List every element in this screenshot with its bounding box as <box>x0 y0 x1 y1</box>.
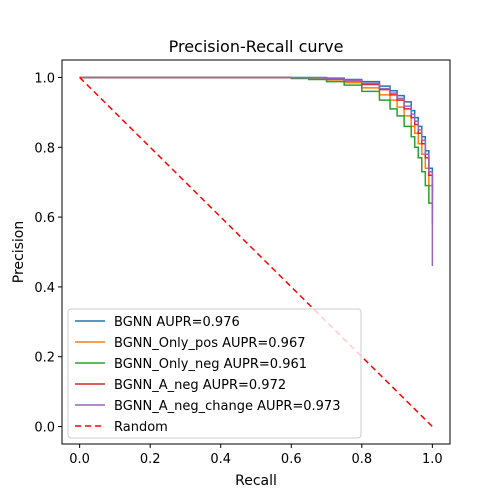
y-tick-label: 0.6 <box>34 211 55 226</box>
x-axis-label: Recall <box>235 473 277 489</box>
y-tick-label: 0.8 <box>34 141 55 156</box>
series-line-5 <box>79 76 433 428</box>
legend-label-2: BGNN_Only_neg AUPR=0.961 <box>114 357 307 372</box>
y-axis-label: Precision <box>11 221 27 283</box>
y-axis-ticks: 0.0 0.2 0.4 0.6 0.8 1.0 <box>34 71 62 436</box>
y-tick-label: 0.0 <box>34 421 55 436</box>
legend-label-3: BGNN_A_neg AUPR=0.972 <box>114 378 286 393</box>
legend-label-4: BGNN_A_neg_change AUPR=0.973 <box>114 399 340 414</box>
series-line-4 <box>79 76 434 266</box>
legend-box <box>67 308 362 439</box>
legend-label-1: BGNN_Only_pos AUPR=0.967 <box>114 336 306 351</box>
y-tick-label: 0.2 <box>34 351 55 366</box>
x-tick-label: 1.0 <box>422 452 443 467</box>
y-tick-label: 1.0 <box>34 71 55 86</box>
x-tick-label: 0.2 <box>140 452 161 467</box>
x-tick-label: 0.8 <box>351 452 372 467</box>
series-line-2 <box>79 76 434 225</box>
legend: BGNN AUPR=0.976 BGNN_Only_pos AUPR=0.967 B… <box>67 308 362 439</box>
legend-label-5: Random <box>114 420 168 435</box>
x-axis-ticks: 0.0 0.2 0.4 0.6 0.8 1.0 <box>69 444 443 467</box>
x-tick-label: 0.0 <box>69 452 90 467</box>
y-tick-label: 0.4 <box>34 281 55 296</box>
series-group <box>79 76 434 428</box>
plot-frame <box>61 59 451 445</box>
chart-title: Precision-Recall curve <box>169 37 344 56</box>
legend-label-0: BGNN AUPR=0.976 <box>114 315 240 330</box>
x-tick-label: 0.6 <box>281 452 302 467</box>
x-tick-label: 0.4 <box>210 452 231 467</box>
